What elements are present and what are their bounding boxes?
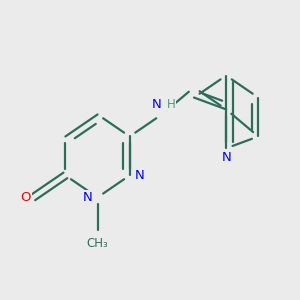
Text: N: N [83, 191, 93, 204]
Text: H: H [167, 98, 176, 111]
Text: O: O [20, 191, 31, 204]
Text: N: N [152, 98, 162, 111]
Text: CH₃: CH₃ [87, 237, 108, 250]
Text: N: N [134, 169, 144, 182]
Text: N: N [221, 151, 231, 164]
